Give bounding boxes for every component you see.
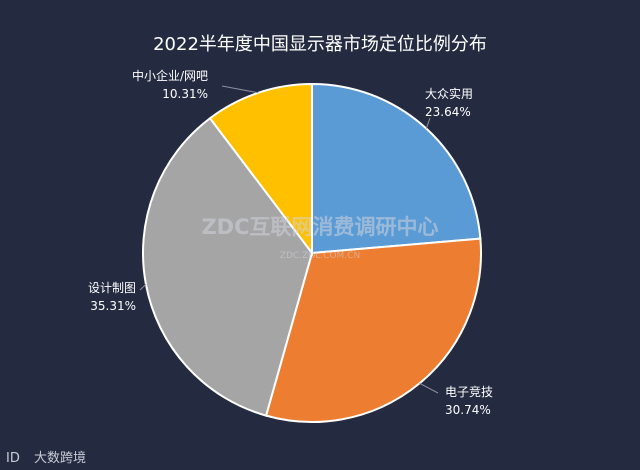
slice-value-3: 35.31% — [90, 299, 136, 313]
pie-slice-2 — [264, 237, 482, 423]
pie-slice-4 — [208, 82, 313, 256]
slice-value-4: 10.31% — [162, 87, 208, 101]
pie-slice-3 — [142, 116, 314, 417]
leader-line-1 — [425, 117, 431, 129]
slice-value-2: 30.74% — [445, 403, 491, 417]
slice-value-1: 23.64% — [425, 105, 471, 119]
leader-line-3 — [139, 283, 147, 291]
watermark-main: ZDC互联网消费调研中心 — [201, 215, 438, 239]
slice-label-3: 设计制图 — [88, 281, 136, 295]
leader-line-4 — [221, 85, 259, 94]
watermark-sub: ZDC.ZOL.COM.CN — [280, 251, 360, 261]
slice-label-2: 电子竞技 — [445, 385, 493, 399]
slice-label-4: 中小企业/网吧 — [132, 68, 208, 83]
brand-name: 大数跨境 — [34, 451, 86, 466]
pie-slice-1 — [311, 82, 482, 255]
leader-line-2 — [419, 382, 439, 394]
brand-mark: ID — [6, 451, 20, 466]
slice-label-1: 大众实用 — [425, 86, 473, 101]
brand-logo: ID 大数跨境 — [6, 451, 86, 466]
chart-title: 2022半年度中国显示器市场定位比例分布 — [153, 34, 487, 55]
